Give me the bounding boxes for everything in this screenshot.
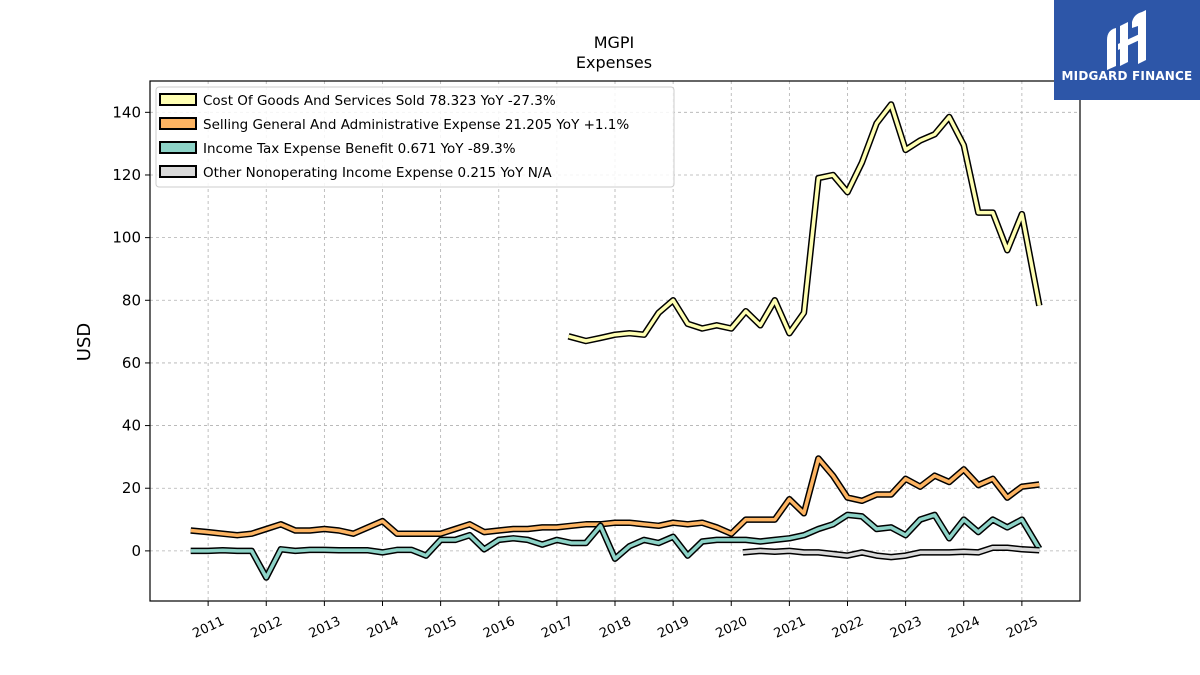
chart-title: MGPI [594, 33, 635, 52]
series-line [742, 545, 1040, 559]
y-tick-label: 80 [122, 291, 141, 309]
y-axis-ticks: 0 20 40 60 80 100 120 140 [112, 103, 150, 560]
legend-entry: Other Nonoperating Income Expense 0.215 … [203, 165, 552, 181]
y-tick-label: 20 [122, 479, 141, 497]
chart-subtitle: Expenses [576, 53, 652, 72]
x-tick-label: 2020 [714, 614, 750, 642]
legend-swatch [159, 117, 197, 130]
series-line [568, 102, 1042, 343]
x-tick-label: 2015 [423, 614, 459, 642]
legend-entry: Cost Of Goods And Services Sold 78.323 Y… [203, 93, 556, 109]
logo-text: MIDGARD FINANCE [1061, 69, 1193, 83]
x-tick-label: 2023 [888, 614, 924, 642]
series-1 [567, 101, 1043, 345]
y-axis-label: USD [74, 323, 95, 361]
legend: Cost Of Goods And Services Sold 78.323 Y… [155, 86, 675, 188]
series-lines [190, 101, 1043, 581]
y-tick-label: 0 [131, 542, 141, 560]
y-tick-label: 140 [112, 103, 141, 121]
series-2 [190, 455, 1040, 539]
legend-swatch [159, 165, 197, 178]
x-tick-label: 2018 [597, 614, 633, 642]
x-tick-label: 2014 [365, 614, 401, 642]
x-tick-label: 2013 [307, 614, 343, 642]
x-axis-ticks: 2011 2012 2013 2014 2015 2016 2017 2018 2019 2020… [190, 601, 1041, 642]
series-line [190, 456, 1040, 537]
x-tick-label: 2024 [946, 614, 982, 642]
y-tick-label: 100 [112, 229, 141, 247]
legend-entry: Income Tax Expense Benefit 0.671 YoY -89… [203, 141, 516, 157]
x-tick-label: 2019 [655, 614, 691, 642]
y-tick-label: 120 [112, 166, 141, 184]
x-tick-label: 2017 [539, 614, 575, 642]
legend-swatch [159, 141, 197, 154]
x-tick-label: 2025 [1004, 614, 1040, 642]
x-tick-label: 2022 [830, 614, 866, 642]
x-tick-label: 2021 [772, 614, 808, 642]
logo-mark-icon [1107, 10, 1146, 70]
series-line [190, 513, 1041, 580]
y-tick-label: 60 [122, 354, 141, 372]
x-tick-label: 2011 [190, 614, 226, 642]
y-tick-label: 40 [122, 417, 141, 435]
x-tick-label: 2012 [249, 614, 285, 642]
series-4 [742, 544, 1040, 561]
logo: MIDGARD FINANCE [1054, 0, 1200, 100]
legend-swatch [159, 93, 197, 106]
x-tick-label: 2016 [481, 614, 517, 642]
legend-entry: Selling General And Administrative Expen… [203, 117, 629, 133]
legend-box [155, 86, 675, 188]
series-3 [190, 511, 1043, 581]
